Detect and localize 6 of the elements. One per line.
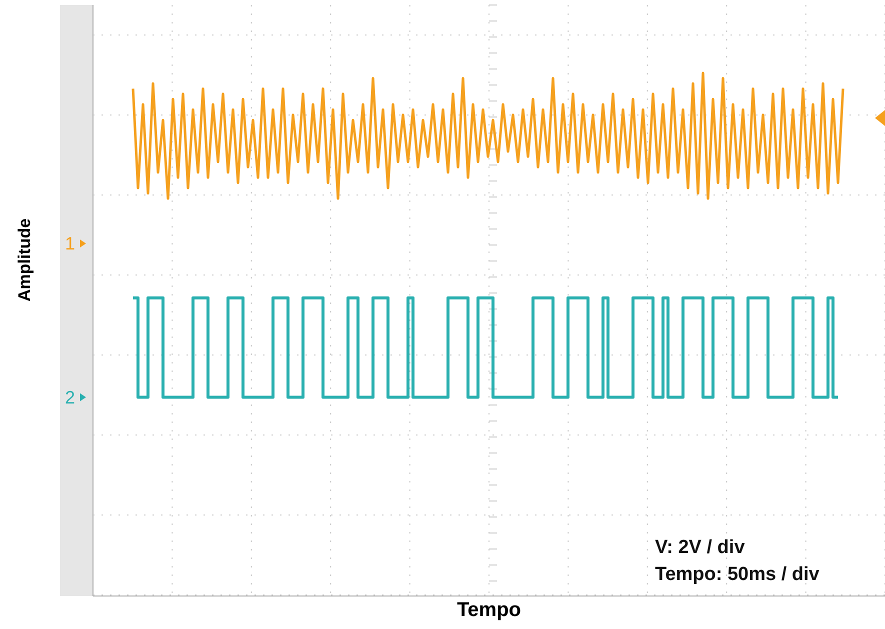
legend-label: 1	[64, 234, 76, 254]
annotation: V: 2V / div	[655, 537, 746, 558]
x-axis-title: Tempo	[456, 599, 522, 621]
annotation: Tempo: 50ms / div	[655, 564, 820, 585]
legend-label: 2	[64, 387, 76, 408]
y-axis-title: Amplitude	[15, 218, 34, 302]
